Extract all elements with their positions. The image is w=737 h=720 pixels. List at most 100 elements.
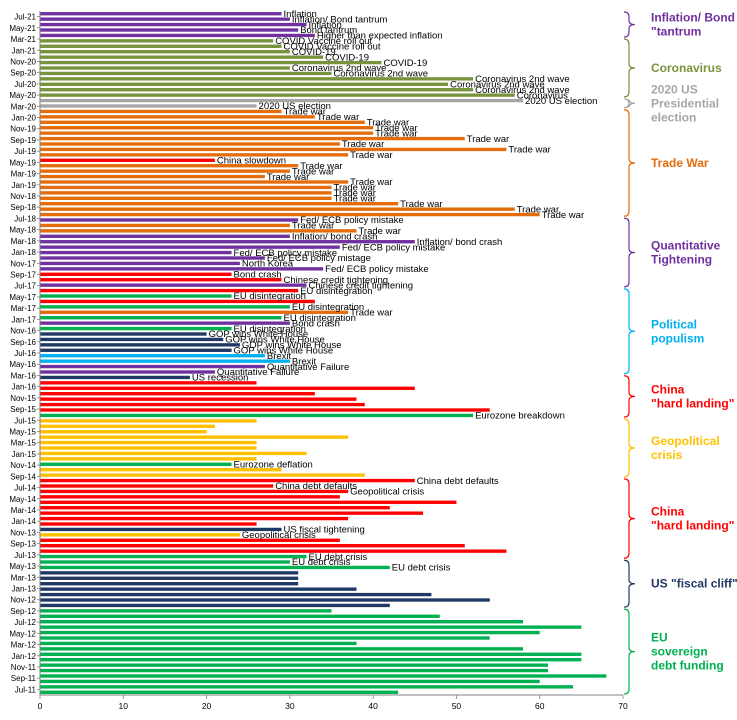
bar [40,462,232,466]
bar [40,625,582,629]
y-tick-label: May-21 [9,24,36,33]
bar-label: Geopolitical crisis [242,530,316,541]
bar [40,668,549,673]
theme-label: "tantrum [651,25,701,39]
bar-label: China slowdown [217,155,286,166]
bar [40,22,307,27]
y-tick-label: Jan-15 [12,450,37,459]
bar [40,652,582,656]
bar [40,288,299,293]
bar [40,527,282,532]
bar-label: EU debt crisis [392,563,451,574]
bar [40,544,465,548]
bar [40,582,299,586]
bar [40,299,315,304]
bar-label: EU debt crisis [292,557,351,568]
bar-label: COVID-19 [292,47,336,58]
bar-label: Eurozone deflation [234,459,313,470]
bar-label: Fed/ ECB policy mistake [300,215,403,226]
bar [40,402,365,407]
bar [40,663,549,667]
bar-label: Trade war [292,221,334,232]
theme-label: debt funding [651,659,724,673]
bar [40,549,507,553]
y-tick-label: May-12 [9,629,36,638]
bar [40,679,540,684]
bar [40,44,282,48]
bar [40,446,257,450]
y-tick-label: Jul-19 [14,147,36,156]
bar [40,82,449,86]
bar-label: North Korea [242,259,294,270]
bar [40,66,290,70]
y-tick-label: May-14 [9,495,36,504]
bar [40,109,282,114]
y-tick-label: Jan-17 [12,315,37,324]
bar-label: Trade war [375,123,417,134]
theme-brace [623,217,636,288]
y-tick-label: Jan-13 [12,584,37,593]
bar-label: Trade war [300,161,342,172]
bar [40,104,257,108]
theme-label: Coronavirus [651,61,722,75]
bar [40,500,457,504]
bar [40,576,299,580]
y-tick-label: Jan-12 [12,652,37,661]
bar [40,164,299,168]
bar [40,647,524,651]
bar [40,603,390,608]
bar-label: COVID-19 [325,52,369,63]
y-tick-label: Nov-11 [11,663,37,672]
bar-label: Inflation [309,20,342,31]
y-tick-label: Mar-13 [11,573,37,582]
bar [40,136,465,141]
bar-label: US recession [192,373,249,384]
bar [40,50,290,54]
bar [40,386,415,390]
bar-label: Quantitative Failure [267,362,349,373]
bar-label: GOP wins White House [209,329,309,340]
bar [40,364,265,369]
bar [40,202,399,206]
theme-label: sovereign [651,645,708,659]
y-tick-label: Nov-15 [10,394,36,403]
x-tick-label: 0 [38,701,43,711]
bar-label: Eurozone breakdown [475,411,565,422]
y-tick-label: Jul-20 [14,80,36,89]
bar [40,370,215,374]
bar [40,278,282,282]
bar [40,381,257,385]
bar-label: COVID Vaccine roll out [284,41,381,52]
y-tick-label: Sep-12 [10,607,36,616]
theme-label: China [651,382,685,396]
bar-label: EU disintegration [234,291,306,302]
bar [40,690,399,694]
bar [40,511,424,515]
y-tick-label: Jan-16 [12,383,37,392]
y-tick-label: Mar-20 [11,102,37,111]
bar [40,468,282,472]
bar [40,424,215,428]
y-tick-label: Jan-19 [12,181,37,190]
bar [40,538,340,542]
y-tick-label: Nov-12 [10,596,36,605]
x-tick-label: 50 [452,701,462,711]
bar [40,153,349,157]
bar-label: Trade war [350,307,392,318]
theme-label: US "fiscal cliff" [651,577,737,591]
y-tick-label: May-19 [9,158,36,167]
bar-label: Trade war [284,107,326,118]
bar [40,261,240,266]
bar-label: Trade war [517,204,559,215]
y-tick-label: Mar-17 [11,304,37,313]
y-tick-label: May-13 [9,562,36,571]
bar-label: 2020 US election [259,101,331,112]
y-tick-label: May-17 [9,293,36,302]
bar-label: Trade war [334,183,376,194]
bar [40,348,232,352]
x-tick-label: 40 [368,701,378,711]
bar-label: Quantitative Failure [217,367,299,378]
bar [40,142,340,146]
bar-label: EU disintegration [300,286,372,297]
